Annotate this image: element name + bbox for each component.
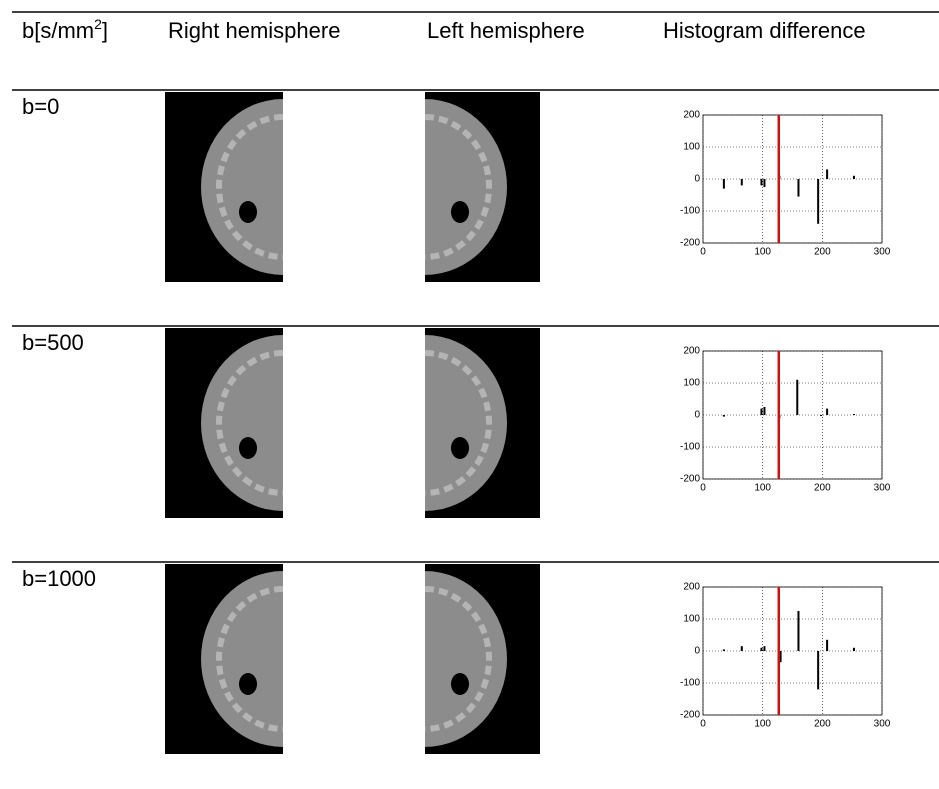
- brain-ventricle: [451, 437, 469, 459]
- column-header: Right hemisphere: [168, 18, 340, 43]
- x-tick-label: 300: [874, 247, 891, 258]
- brain-ventricle: [451, 201, 469, 223]
- brain-ventricle: [239, 201, 257, 223]
- brain-detail: [424, 586, 492, 732]
- column-header: Left hemisphere: [427, 18, 585, 43]
- brain-detail: [216, 586, 284, 732]
- bar: [722, 415, 725, 417]
- brain-detail: [216, 114, 284, 260]
- brain-image: [425, 571, 507, 747]
- plot-area: [702, 114, 883, 244]
- x-tick-label: 100: [754, 719, 771, 730]
- y-tick-label: 0: [694, 646, 700, 657]
- bar: [826, 408, 829, 415]
- header-text: b[s/mm: [22, 18, 94, 43]
- row-label: b=1000: [22, 566, 96, 591]
- brain-ventricle: [239, 673, 257, 695]
- y-tick-label: 100: [683, 142, 700, 153]
- bar: [820, 415, 823, 416]
- brain-image: [425, 99, 507, 275]
- x-tick-label: 200: [814, 719, 831, 730]
- unit-header: b[s/mm2]: [22, 16, 108, 43]
- bar: [796, 379, 799, 415]
- bar: [817, 179, 820, 224]
- brain-detail: [424, 350, 492, 496]
- bar: [763, 646, 766, 651]
- brain-detail: [216, 350, 284, 496]
- brain-image: [425, 335, 507, 511]
- bar: [852, 414, 855, 415]
- bar: [852, 175, 855, 179]
- x-tick-label: 200: [814, 483, 831, 494]
- row-label: b=0: [22, 94, 59, 119]
- bar: [826, 169, 829, 179]
- brain-image: [201, 571, 283, 747]
- y-tick-label: -100: [680, 678, 700, 689]
- y-tick-label: 100: [683, 614, 700, 625]
- x-tick-label: 0: [700, 483, 706, 494]
- y-tick-label: -200: [680, 710, 700, 721]
- bar: [740, 646, 743, 651]
- y-tick-label: -200: [680, 474, 700, 485]
- brain-detail: [424, 114, 492, 260]
- bar: [722, 649, 725, 651]
- bar: [826, 639, 829, 651]
- x-tick-label: 0: [700, 247, 706, 258]
- bar: [779, 651, 782, 663]
- x-tick-label: 300: [874, 719, 891, 730]
- column-header: Histogram difference: [663, 18, 866, 43]
- y-tick-label: -100: [680, 206, 700, 217]
- x-tick-label: 0: [700, 719, 706, 730]
- y-tick-label: -100: [680, 442, 700, 453]
- brain-ventricle: [451, 673, 469, 695]
- bar: [763, 407, 766, 415]
- plot-area: [702, 586, 883, 716]
- bar: [797, 611, 800, 651]
- bar: [763, 179, 766, 187]
- plot-area: [702, 350, 883, 480]
- bar: [817, 651, 820, 690]
- y-tick-label: -200: [680, 238, 700, 249]
- x-tick-label: 100: [754, 247, 771, 258]
- brain-image: [201, 335, 283, 511]
- bar: [760, 179, 763, 186]
- brain-ventricle: [239, 437, 257, 459]
- y-tick-label: 0: [694, 410, 700, 421]
- header-text: ]: [102, 18, 108, 43]
- y-tick-label: 200: [683, 582, 700, 593]
- row-label: b=500: [22, 330, 84, 355]
- brain-image: [201, 99, 283, 275]
- bar: [740, 179, 743, 186]
- bar: [760, 647, 763, 651]
- y-tick-label: 200: [683, 346, 700, 357]
- bar: [797, 179, 800, 197]
- header-sup: 2: [94, 16, 102, 32]
- y-tick-label: 0: [694, 174, 700, 185]
- bar: [722, 179, 725, 189]
- y-tick-label: 100: [683, 378, 700, 389]
- x-tick-label: 200: [814, 247, 831, 258]
- bar: [760, 408, 763, 415]
- y-tick-label: 200: [683, 110, 700, 121]
- x-tick-label: 100: [754, 483, 771, 494]
- bar: [852, 647, 855, 651]
- x-tick-label: 300: [874, 483, 891, 494]
